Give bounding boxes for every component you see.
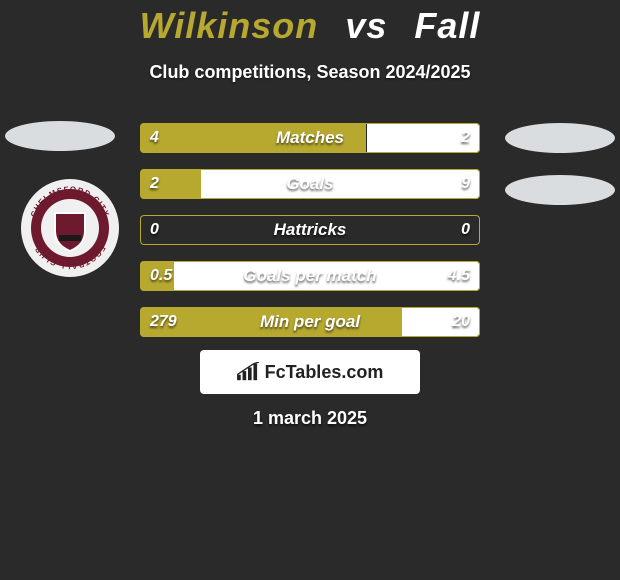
date-text: 1 march 2025 <box>0 408 620 429</box>
title-player2: Fall <box>414 5 480 46</box>
right-team-ellipse-2 <box>505 175 615 205</box>
metric-row: 42Matches <box>140 123 480 153</box>
metric-row: 00Hattricks <box>140 215 480 245</box>
card-title: Wilkinson vs Fall <box>0 8 620 44</box>
metric-label: Matches <box>140 123 480 153</box>
metric-row: 0.54.5Goals per match <box>140 261 480 291</box>
metric-label: Goals per match <box>140 261 480 291</box>
metric-label: Hattricks <box>140 215 480 245</box>
comparison-card: Wilkinson vs Fall Club competitions, Sea… <box>0 0 620 580</box>
branding-text: FcTables.com <box>265 362 384 383</box>
metric-label: Goals <box>140 169 480 199</box>
metric-row: 27920Min per goal <box>140 307 480 337</box>
card-subtitle: Club competitions, Season 2024/2025 <box>0 62 620 83</box>
title-player1: Wilkinson <box>140 5 319 46</box>
right-team-ellipse-1 <box>505 123 615 153</box>
metric-label: Min per goal <box>140 307 480 337</box>
left-team-ellipse <box>5 121 115 151</box>
title-vs: vs <box>345 5 387 46</box>
branding-box: FcTables.com <box>200 350 420 394</box>
club-badge: CHELMSFORD CITY FOOTBALL CLUB <box>20 178 120 278</box>
bar-chart-icon <box>237 362 259 382</box>
metric-row: 29Goals <box>140 169 480 199</box>
